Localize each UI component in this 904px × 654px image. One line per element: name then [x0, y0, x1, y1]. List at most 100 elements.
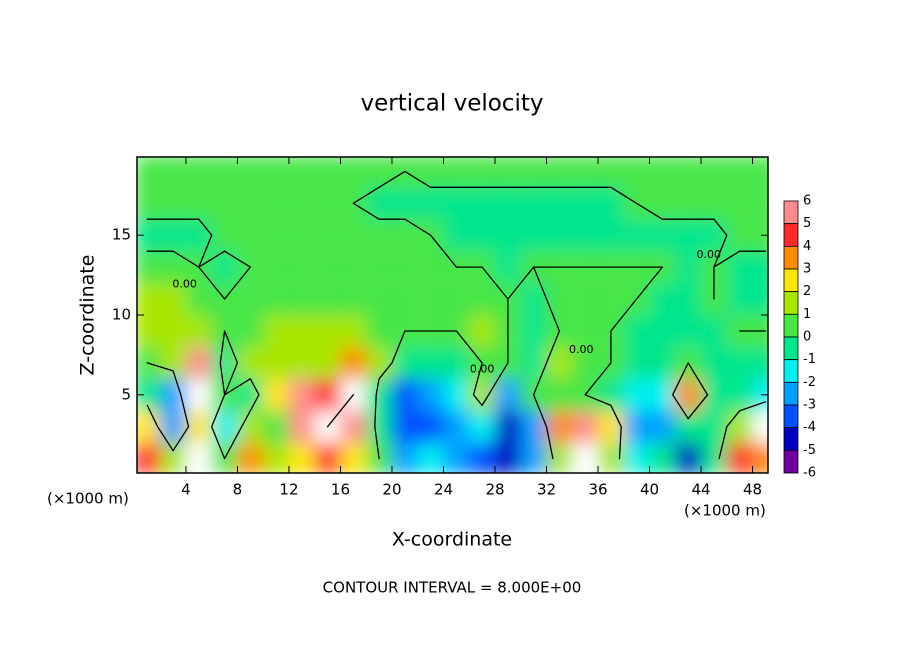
field-cell: [494, 410, 521, 443]
field-cell: [314, 187, 341, 220]
field-cell: [494, 378, 521, 411]
field-cell: [288, 187, 315, 220]
x-tick-label: 32: [537, 481, 556, 499]
colorbar-band: [783, 404, 799, 429]
colorbar-label: 6: [803, 194, 811, 209]
field-cell: [701, 442, 727, 473]
field-cell: [160, 157, 186, 188]
field-cell: [443, 378, 470, 411]
field-cell: [598, 187, 624, 220]
x-tick-label: 20: [382, 481, 401, 499]
field-cell: [443, 187, 470, 220]
field-cell: [752, 219, 768, 252]
field-cell: [160, 378, 186, 411]
field-cell: [469, 442, 495, 473]
x-tick-label: 36: [588, 481, 607, 499]
field-cell: [494, 157, 521, 188]
field-cell: [752, 283, 768, 315]
field-cell: [726, 283, 753, 315]
colorbar-label: -1: [803, 352, 816, 367]
colorbar-label: -2: [803, 375, 816, 390]
colorbar-label: 3: [803, 262, 811, 277]
field-cell: [443, 346, 470, 379]
field-cell: [340, 251, 367, 284]
field-cell: [494, 219, 521, 252]
field-cell: [288, 157, 315, 188]
field-cell: [237, 187, 264, 220]
colorbar-label: -5: [803, 443, 816, 458]
field-cell: [520, 157, 547, 188]
colorbar-label: -4: [803, 420, 816, 435]
field-cell: [160, 187, 186, 220]
field-cell: [211, 187, 238, 220]
field-cell: [137, 251, 161, 284]
x-tick-label: 44: [691, 481, 710, 499]
field-cell: [263, 410, 289, 443]
colorbar-label: 5: [803, 216, 811, 231]
field-cell: [288, 378, 315, 411]
field-cell: [160, 283, 186, 315]
field-cell: [649, 315, 676, 347]
field-cell: [598, 283, 624, 315]
colorbar-band: [783, 336, 799, 361]
field-cell: [572, 346, 599, 379]
contour-label: 0.00: [470, 362, 495, 375]
field-cell: [443, 157, 470, 188]
field-cell: [572, 157, 599, 188]
field-cell: [675, 187, 702, 220]
field-cell: [211, 219, 238, 252]
field-cell: [726, 410, 753, 443]
field-cell: [391, 251, 418, 284]
colorbar-band: [783, 223, 799, 247]
field-cell: [288, 283, 315, 315]
field-cell: [623, 157, 650, 188]
field-cell: [340, 283, 367, 315]
field-cell: [623, 410, 650, 443]
field-cell: [314, 378, 341, 411]
plot-area: [137, 157, 768, 473]
field-cell: [701, 157, 727, 188]
field-cell: [701, 346, 727, 379]
field-cell: [649, 187, 676, 220]
field-cell: [366, 346, 392, 379]
field-cell: [263, 315, 289, 347]
field-cell: [701, 187, 727, 220]
field-cell: [263, 219, 289, 252]
contour-label: 0.00: [172, 278, 197, 291]
field-cell: [185, 346, 212, 379]
field-cell: [314, 251, 341, 284]
field-cell: [137, 283, 161, 315]
field-cell: [649, 219, 676, 252]
field-cell: [137, 157, 161, 188]
field-cell: [701, 315, 727, 347]
x-tick-label: 8: [233, 481, 243, 499]
field-cell: [494, 187, 521, 220]
x-tick-label: 40: [640, 481, 659, 499]
field-cell: [417, 346, 444, 379]
field-cell: [185, 283, 212, 315]
field-cell: [391, 442, 418, 473]
colorbar-band: [783, 449, 799, 474]
field-cell: [263, 346, 289, 379]
field-cell: [623, 346, 650, 379]
field-cell: [623, 315, 650, 347]
field-cell: [288, 219, 315, 252]
field-cell: [443, 219, 470, 252]
colorbar-band: [783, 245, 799, 270]
x-tick-label: 24: [434, 481, 453, 499]
field-cell: [675, 219, 702, 252]
field-cell: [675, 410, 702, 443]
field-cell: [237, 283, 264, 315]
chart-title: vertical velocity: [361, 91, 544, 117]
field-cell: [726, 187, 753, 220]
field-cell: [288, 410, 315, 443]
field-cell: [211, 251, 238, 284]
field-cell: [314, 219, 341, 252]
field-cell: [137, 378, 161, 411]
colorbar-band: [783, 313, 799, 338]
field-cell: [185, 157, 212, 188]
field-cell: [752, 187, 768, 220]
field-cell: [598, 410, 624, 443]
colorbar-label: 4: [803, 239, 811, 254]
field-cell: [520, 442, 547, 473]
